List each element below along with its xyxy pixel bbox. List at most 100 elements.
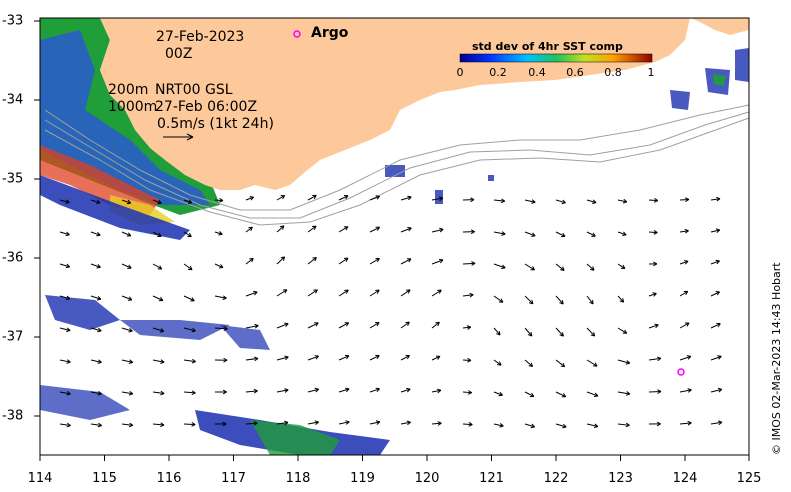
current-vector-head <box>684 228 689 232</box>
current-vector-head <box>501 231 506 235</box>
current-vector <box>710 229 720 233</box>
current-vector <box>710 260 720 265</box>
current-vector-head <box>253 421 258 424</box>
current-vector-head <box>594 392 599 397</box>
current-vector-head <box>527 334 533 337</box>
current-vector <box>617 295 625 303</box>
current-vector-head <box>187 202 193 204</box>
current-vector-head <box>532 232 536 237</box>
current-vector <box>524 199 536 203</box>
current-vector-head <box>407 321 410 326</box>
current-vector-head <box>250 226 253 232</box>
current-vector-head <box>530 362 534 367</box>
current-vector-head <box>314 257 317 262</box>
current-vector-head <box>625 424 630 428</box>
x-tick-label: 116 <box>156 471 182 486</box>
current-vector <box>90 263 101 268</box>
current-vector <box>617 391 630 395</box>
current-vector <box>369 289 380 297</box>
current-vector <box>431 389 441 393</box>
current-vector <box>586 391 599 397</box>
current-vector <box>400 355 410 361</box>
current-vector-head <box>656 421 661 425</box>
current-vector-head <box>376 388 380 393</box>
current-vector <box>648 292 657 297</box>
current-vector-head <box>500 298 504 303</box>
current-vector-head <box>406 355 410 360</box>
current-vector-head <box>687 388 692 391</box>
current-vector <box>400 321 410 329</box>
current-vector-head <box>127 299 132 301</box>
current-vector <box>524 295 534 305</box>
current-vector-head <box>189 265 193 270</box>
y-tick-label: -36 <box>2 250 24 266</box>
current-vector-head <box>251 258 254 263</box>
current-vector-head <box>594 362 598 367</box>
current-vector <box>90 231 101 236</box>
current-vector <box>338 322 349 329</box>
current-vector-head <box>250 196 254 201</box>
current-vector-head <box>623 198 628 203</box>
current-vector <box>276 289 288 297</box>
current-vector <box>710 198 721 201</box>
current-vector-head <box>314 387 319 390</box>
current-vector-head <box>685 199 690 203</box>
current-vector-head <box>218 233 223 236</box>
current-vector-head <box>96 234 101 237</box>
current-vector <box>555 327 564 337</box>
current-vector <box>183 263 193 271</box>
y-tick-label: -34 <box>2 92 24 108</box>
current-vector <box>307 355 319 361</box>
current-vector-head <box>376 421 381 425</box>
current-vector-head <box>562 426 567 429</box>
current-vector-head <box>531 299 534 304</box>
current-vector-head <box>652 292 657 294</box>
current-vector <box>400 258 412 265</box>
current-vector-head <box>625 362 630 365</box>
current-vector <box>493 391 503 396</box>
current-vector <box>524 423 535 428</box>
current-vector <box>710 388 722 393</box>
current-vector-head <box>375 420 381 423</box>
current-vector <box>59 391 71 395</box>
current-vector-head <box>191 361 196 364</box>
current-vector <box>462 294 474 297</box>
current-vector <box>59 327 71 332</box>
current-vector-head <box>376 195 381 200</box>
current-vector <box>586 295 594 305</box>
current-vector <box>679 422 692 425</box>
current-vector <box>679 389 692 393</box>
x-tick-label: 124 <box>672 471 698 486</box>
current-vector-head <box>128 393 133 396</box>
current-vector-head <box>563 423 567 428</box>
current-vector-head <box>684 260 689 262</box>
current-vector <box>121 295 133 301</box>
current-vector-head <box>717 323 721 328</box>
current-vector-head <box>345 388 350 393</box>
current-vector-field <box>59 194 723 429</box>
current-vector-head <box>562 362 566 367</box>
depth-200m-label: 200m <box>108 82 149 98</box>
current-vector-head <box>502 264 506 269</box>
current-vector-head <box>284 422 289 426</box>
current-vector-head <box>653 261 658 265</box>
current-vector <box>59 263 70 268</box>
current-vector <box>276 195 285 201</box>
current-vector-head <box>191 422 196 425</box>
current-vector-head <box>249 257 254 260</box>
current-vector <box>679 230 689 233</box>
current-vector-head <box>589 301 594 305</box>
current-vector-head <box>160 424 165 428</box>
current-vector-head <box>716 198 721 202</box>
current-vector-head <box>594 423 599 427</box>
current-vector <box>679 260 689 265</box>
current-vector-head <box>653 263 658 267</box>
current-vector <box>493 295 504 303</box>
current-vector <box>493 199 505 202</box>
current-vector-head <box>159 265 163 270</box>
current-vector-head <box>345 421 350 425</box>
current-vector-head <box>126 202 131 205</box>
current-vector-head <box>65 298 70 301</box>
current-vector-head <box>656 423 661 427</box>
current-vector-head <box>468 390 472 394</box>
